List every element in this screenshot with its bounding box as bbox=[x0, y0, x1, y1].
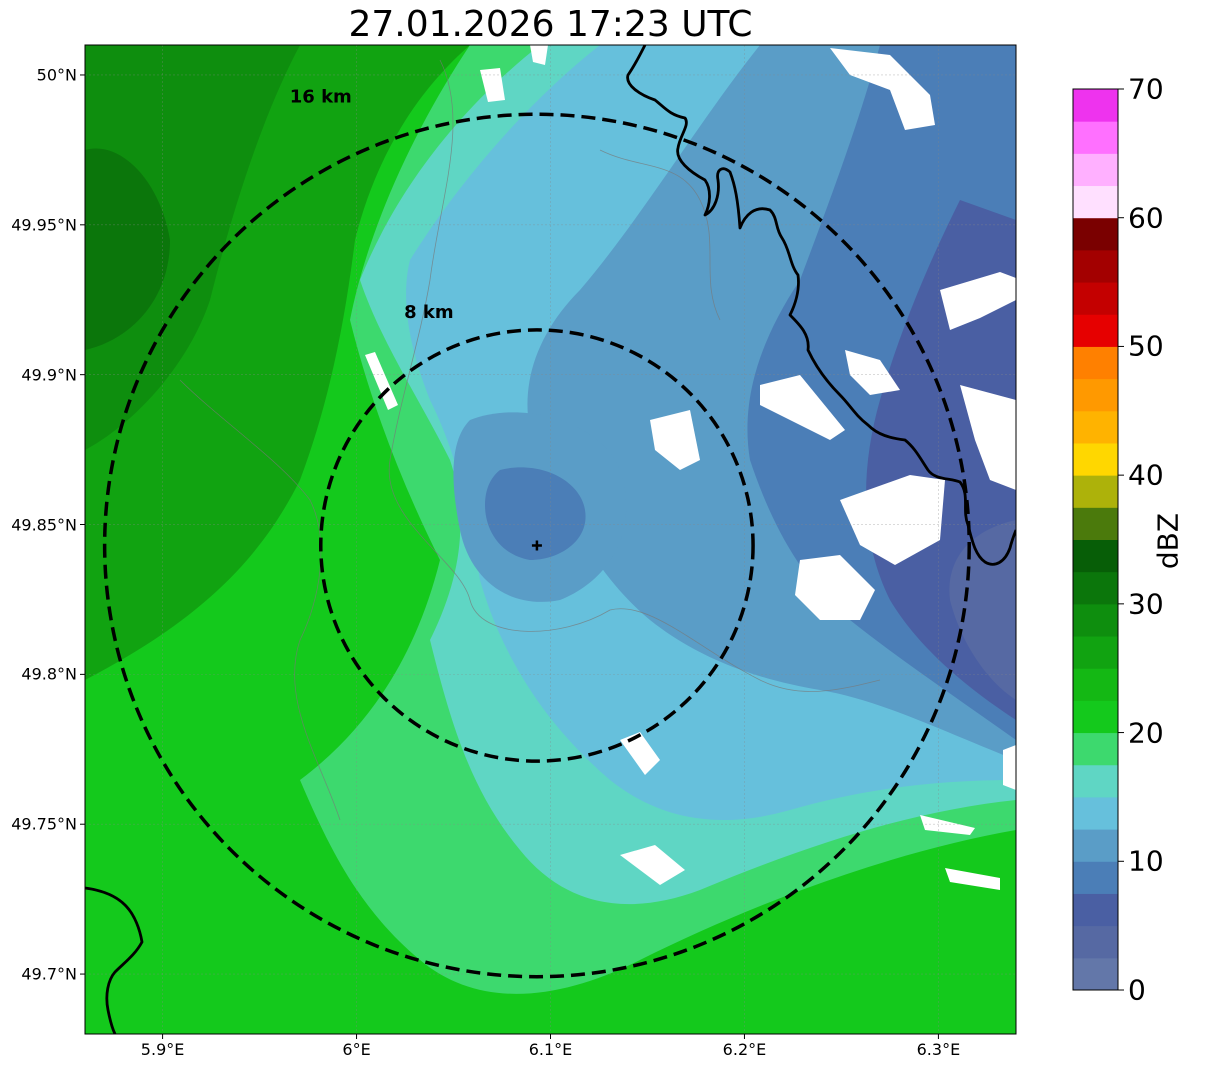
colorbar-segment bbox=[1073, 764, 1118, 798]
colorbar-segment bbox=[1073, 957, 1118, 991]
lon-tick-label: 6.1°E bbox=[528, 1040, 573, 1059]
colorbar-segment bbox=[1073, 539, 1118, 573]
range-ring bbox=[102, 112, 971, 979]
colorbar-tick-label: 30 bbox=[1128, 587, 1164, 621]
colorbar-segment bbox=[1073, 121, 1118, 154]
colorbar-title: dBZ bbox=[1151, 512, 1185, 570]
colorbar-tick-label: 10 bbox=[1128, 844, 1164, 878]
colorbar-segment bbox=[1073, 893, 1118, 927]
admin-boundary-line bbox=[179, 379, 341, 821]
lat-tick-label: 49.85°N bbox=[11, 515, 77, 534]
colorbar-tick-label: 40 bbox=[1128, 458, 1164, 492]
colorbar-segment bbox=[1073, 89, 1118, 122]
colorbar-segment bbox=[1073, 378, 1118, 412]
no-echo-gap bbox=[960, 385, 1016, 490]
radar-site-marker bbox=[531, 540, 542, 551]
colorbar-segment bbox=[1073, 829, 1118, 862]
colorbar-segment bbox=[1073, 314, 1118, 347]
lat-tick-label: 49.9°N bbox=[21, 365, 77, 385]
colorbar-segment bbox=[1073, 796, 1118, 830]
no-echo-gap bbox=[845, 350, 900, 395]
colorbar-segment bbox=[1073, 282, 1118, 315]
colorbar-segment bbox=[1073, 346, 1118, 380]
no-echo-gap bbox=[365, 352, 398, 410]
colorbar-tick-label: 0 bbox=[1128, 973, 1146, 1007]
admin-boundary-line bbox=[599, 149, 721, 321]
no-echo-gap bbox=[920, 815, 975, 835]
country-border bbox=[626, 45, 1016, 566]
reflectivity-band-stronger bbox=[85, 45, 300, 450]
lat-tick-label: 49.95°N bbox=[11, 215, 77, 235]
lon-tick-label: 6°E bbox=[342, 1040, 371, 1059]
colorbar-segment bbox=[1073, 217, 1118, 251]
country-border bbox=[85, 886, 144, 1034]
colorbar-segment bbox=[1073, 185, 1118, 219]
colorbar-segment bbox=[1073, 700, 1118, 734]
colorbar-tick-label: 20 bbox=[1128, 716, 1164, 750]
map-title: 27.01.2026 17:23 UTC bbox=[348, 4, 753, 45]
no-echo-gap bbox=[795, 555, 875, 620]
lon-tick-label: 6.2°E bbox=[722, 1040, 767, 1059]
no-echo-gap bbox=[620, 732, 660, 775]
colorbar-segment bbox=[1073, 153, 1118, 187]
no-echo-gap bbox=[480, 68, 505, 102]
colorbar-segment bbox=[1073, 636, 1118, 669]
lat-tick-label: 49.8°N bbox=[21, 664, 77, 684]
range-ring bbox=[319, 328, 755, 763]
lat-tick-label: 50°N bbox=[36, 65, 77, 85]
lat-tick-label: 49.75°N bbox=[11, 814, 77, 834]
no-echo-gap bbox=[840, 475, 945, 565]
colorbar-frame bbox=[1072, 88, 1119, 991]
colorbar-segment bbox=[1073, 603, 1118, 637]
no-echo-gap bbox=[1003, 745, 1016, 790]
colorbar-tick-label: 60 bbox=[1128, 201, 1164, 235]
colorbar-segment bbox=[1073, 925, 1118, 959]
lat-tick-label: 49.7°N bbox=[21, 964, 77, 984]
colorbar-segment bbox=[1073, 732, 1118, 766]
colorbar-segment bbox=[1073, 668, 1118, 701]
colorbar-segment bbox=[1073, 861, 1118, 894]
colorbar-tick-label: 70 bbox=[1128, 72, 1164, 106]
lon-tick-label: 6.3°E bbox=[916, 1040, 961, 1059]
no-echo-gap bbox=[620, 845, 685, 885]
admin-boundary-line bbox=[388, 59, 881, 692]
reflectivity-band-strongest bbox=[85, 148, 170, 350]
reflectivity-band-slate bbox=[949, 520, 1016, 700]
colorbar-segment bbox=[1073, 507, 1118, 540]
colorbar-tick-label: 50 bbox=[1128, 329, 1164, 363]
no-echo-gap bbox=[760, 375, 845, 440]
range-ring-label: 8 km bbox=[404, 302, 454, 323]
colorbar-segment bbox=[1073, 571, 1118, 605]
range-ring-label: 16 km bbox=[290, 86, 352, 107]
no-echo-gap bbox=[945, 868, 1000, 890]
reflectivity-patch bbox=[485, 467, 586, 560]
no-echo-gap bbox=[530, 45, 548, 65]
colorbar-segment bbox=[1073, 249, 1118, 283]
colorbar-segment bbox=[1073, 475, 1118, 508]
colorbar-segment bbox=[1073, 410, 1118, 444]
no-echo-gap bbox=[830, 48, 935, 130]
lon-tick-label: 5.9°E bbox=[140, 1040, 185, 1059]
no-echo-gap bbox=[650, 410, 700, 470]
colorbar bbox=[1073, 88, 1124, 991]
no-echo-gap bbox=[940, 272, 1016, 330]
colorbar-segment bbox=[1073, 442, 1118, 476]
